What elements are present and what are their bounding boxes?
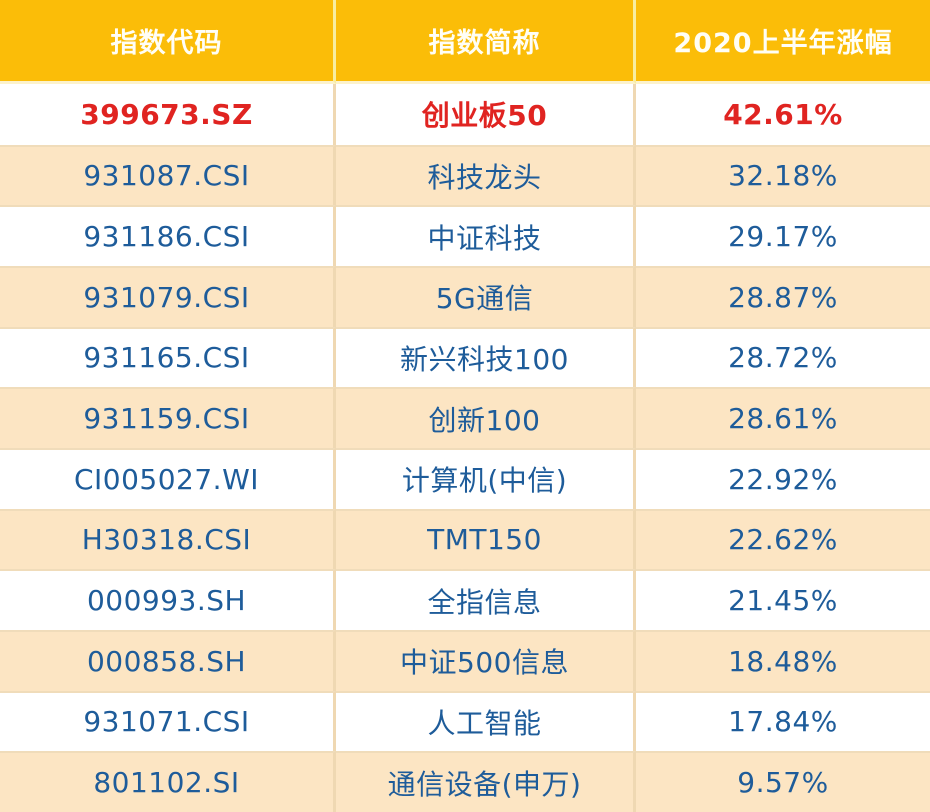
table-row-11-change: 9.57% — [636, 751, 930, 812]
table-row-2-code: 931186.CSI — [0, 205, 336, 266]
table-row-8-code: 000993.SH — [0, 569, 336, 630]
table-row-6-change: 22.92% — [636, 448, 930, 509]
table-row-7-change: 22.62% — [636, 508, 930, 570]
table-row-10-name: 人工智能 — [336, 690, 636, 752]
table-row-4-change: 28.72% — [636, 326, 930, 388]
table-row-8-name: 全指信息 — [336, 569, 636, 630]
table-row-5-code: 931159.CSI — [0, 387, 336, 448]
table-row-9-code: 000858.SH — [0, 630, 336, 691]
table-row-1-change: 32.18% — [636, 144, 930, 206]
column-header-index-name: 指数简称 — [336, 0, 636, 84]
table-row-0-change: 42.61% — [636, 84, 930, 145]
table-row-9-change: 18.48% — [636, 630, 930, 691]
table-row-7-name: TMT150 — [336, 508, 636, 570]
column-header-h1-2020-change: 2020上半年涨幅 — [636, 0, 930, 84]
table-row-6-name: 计算机(中信) — [336, 448, 636, 509]
table-row-11-name: 通信设备(申万) — [336, 751, 636, 812]
table-row-3-name: 5G通信 — [336, 266, 636, 327]
table-row-0-name: 创业板50 — [336, 84, 636, 145]
table-row-10-code: 931071.CSI — [0, 690, 336, 752]
table-row-2-name: 中证科技 — [336, 205, 636, 266]
table-row-6-code: CI005027.WI — [0, 448, 336, 509]
table-row-0-code: 399673.SZ — [0, 84, 336, 145]
table-row-2-change: 29.17% — [636, 205, 930, 266]
table-row-3-change: 28.87% — [636, 266, 930, 327]
table-row-9-name: 中证500信息 — [336, 630, 636, 691]
table-row-10-change: 17.84% — [636, 690, 930, 752]
table-row-11-code: 801102.SI — [0, 751, 336, 812]
table-row-4-name: 新兴科技100 — [336, 326, 636, 388]
table-row-8-change: 21.45% — [636, 569, 930, 630]
table-row-3-code: 931079.CSI — [0, 266, 336, 327]
table-row-5-name: 创新100 — [336, 387, 636, 448]
table-row-1-code: 931087.CSI — [0, 144, 336, 206]
table-row-7-code: H30318.CSI — [0, 508, 336, 570]
table-row-5-change: 28.61% — [636, 387, 930, 448]
table-row-4-code: 931165.CSI — [0, 326, 336, 388]
table-row-1-name: 科技龙头 — [336, 144, 636, 206]
column-header-index-code: 指数代码 — [0, 0, 336, 84]
